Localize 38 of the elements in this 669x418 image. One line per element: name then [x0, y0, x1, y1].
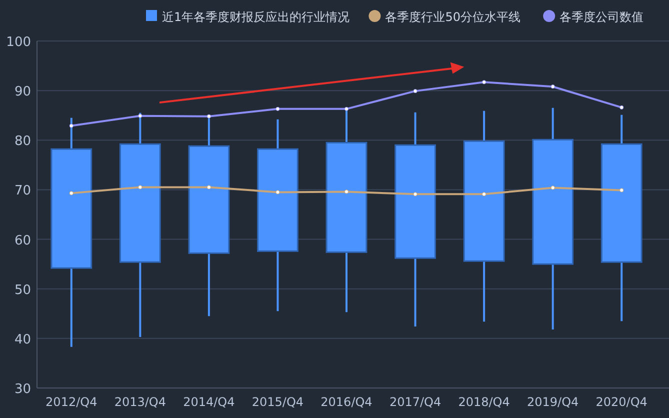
x-tick-label: 2018/Q4 [458, 395, 510, 409]
x-tick-label: 2020/Q4 [596, 395, 648, 409]
y-tick-label: 70 [14, 184, 31, 199]
x-tick-label: 2015/Q4 [252, 395, 304, 409]
x-tick-label: 2012/Q4 [46, 395, 98, 409]
y-tick-label: 100 [6, 35, 31, 50]
point [344, 190, 349, 194]
legend-label: 近1年各季度财报反应出的行业情况 [162, 10, 350, 24]
x-tick-label: 2017/Q4 [389, 395, 442, 409]
point [344, 106, 349, 111]
y-tick-label: 60 [14, 233, 31, 248]
point [138, 185, 142, 190]
point [69, 191, 74, 196]
point [550, 186, 555, 190]
y-tick-label: 80 [14, 134, 31, 150]
point [620, 105, 624, 110]
y-tick-label: 90 [14, 84, 31, 100]
point [206, 114, 211, 118]
x-tick-label: 2014/Q4 [183, 395, 235, 409]
legend-label: 各季度行业50分位水平线 [385, 10, 520, 24]
legend-label: 各季度公司数值 [560, 10, 644, 24]
y-tick-label: 30 [14, 382, 31, 397]
point [138, 114, 142, 118]
y-tick-label: 40 [14, 332, 31, 348]
y-tick-label: 50 [14, 282, 31, 298]
point [550, 84, 555, 89]
x-tick-label: 2013/Q4 [114, 395, 166, 409]
x-tick-label: 2019/Q4 [526, 395, 579, 409]
point [482, 80, 486, 84]
point [620, 188, 624, 192]
point [206, 185, 211, 190]
point [413, 192, 418, 196]
point [69, 124, 74, 128]
x-tick-label: 2016/Q4 [320, 395, 372, 409]
point [413, 89, 418, 94]
point [276, 190, 280, 194]
point [276, 106, 280, 111]
point [482, 192, 486, 196]
